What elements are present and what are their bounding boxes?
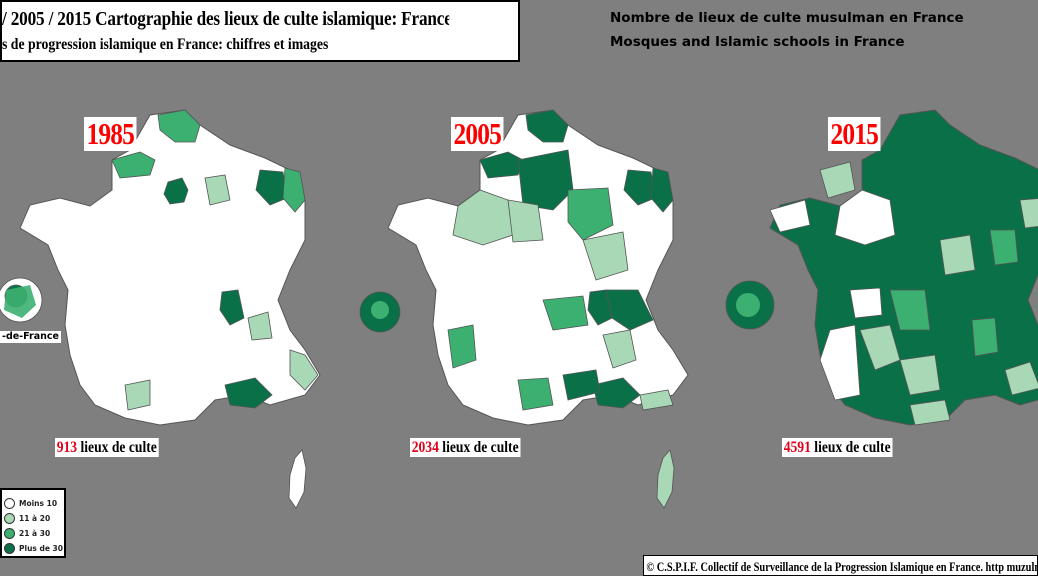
header-line-en: Mosques and Islamic schools in France — [610, 34, 905, 50]
count-suffix-2015: lieux de culte — [810, 439, 891, 456]
year-label-2015: 2015 — [828, 117, 881, 151]
ile-de-france-label: -de-France — [0, 331, 61, 343]
legend-swatch-medium — [4, 528, 15, 539]
legend-item: Plus de 30 — [2, 541, 64, 556]
legend-label: 11 à 20 — [19, 514, 51, 523]
header-line-fr: Nombre de lieux de culte musulman en Fra… — [610, 10, 964, 26]
legend-item: 11 à 20 — [2, 511, 64, 526]
year-label-1985: 1985 — [84, 117, 137, 151]
page-subtitle: s de progression islamique en France: ch… — [2, 36, 329, 53]
map-2015 — [725, 109, 1038, 426]
count-suffix-1985: lieux de culte — [77, 439, 157, 456]
count-value-2015: 4591 — [783, 439, 811, 456]
legend-swatch-light — [4, 513, 15, 524]
legend-item: Moins 10 — [2, 496, 64, 511]
legend-item: 21 à 30 — [2, 526, 64, 541]
title-box: / 2005 / 2015 Cartographie des lieux de … — [0, 0, 520, 62]
copyright-footer: © C.S.P.I.F. Collectif de Surveillance d… — [643, 555, 1038, 576]
count-label-2015: 4591 lieux de culte — [782, 438, 893, 457]
count-label-2005: 2034 lieux de culte — [410, 438, 521, 457]
map-2005 — [359, 109, 689, 509]
count-value-2005: 2034 — [411, 439, 439, 456]
legend-swatch-dark — [4, 543, 15, 554]
legend-label: Moins 10 — [19, 499, 58, 508]
legend: Moins 10 11 à 20 21 à 30 Plus de 30 — [0, 488, 66, 558]
count-label-1985: 913 lieux de culte — [55, 438, 159, 457]
legend-label: 21 à 30 — [19, 529, 51, 538]
copyright-text: © C.S.P.I.F. Collectif de Surveillance d… — [646, 559, 1037, 574]
page-title: / 2005 / 2015 Cartographie des lieux de … — [2, 8, 450, 30]
map-1985 — [0, 109, 321, 509]
count-value-1985: 913 — [56, 439, 78, 456]
legend-label: Plus de 30 — [19, 544, 63, 553]
year-label-2005: 2005 — [451, 117, 504, 151]
count-suffix-2005: lieux de culte — [438, 439, 519, 456]
legend-swatch-white — [4, 498, 15, 509]
